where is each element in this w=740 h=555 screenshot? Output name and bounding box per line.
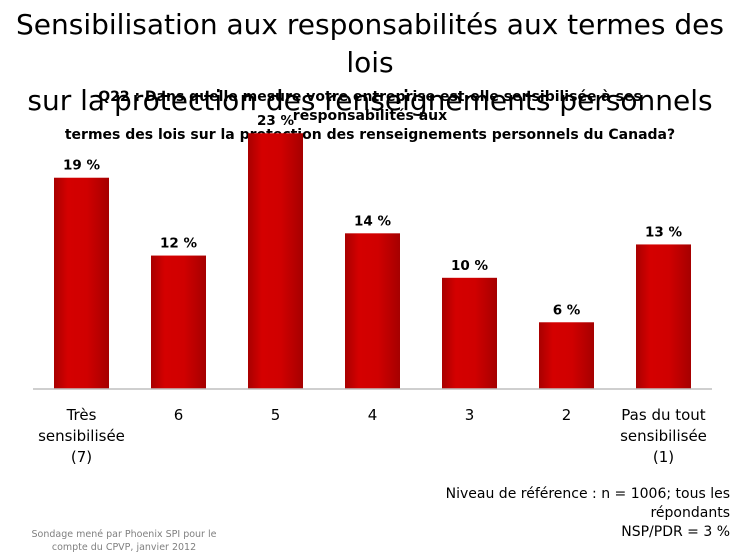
bar xyxy=(636,244,691,389)
data-label: 19 % xyxy=(63,158,100,174)
bar xyxy=(442,277,497,389)
title-line-2: sur la protection des renseignements per… xyxy=(27,84,713,117)
source-line-1: Sondage mené par Phoenix SPI pour le xyxy=(31,529,217,540)
question-text: Q22 : Dans quelle mesure votre entrepris… xyxy=(40,88,700,145)
bar xyxy=(539,322,594,389)
reference-note: Niveau de référence : n = 1006; tous les… xyxy=(400,485,730,542)
category-label: 4 xyxy=(368,406,378,424)
data-label: 23 % xyxy=(257,113,294,129)
reference-line-2: répondants xyxy=(650,505,730,521)
category-label: (7) xyxy=(71,448,92,466)
reference-line-3: NSP/PDR = 3 % xyxy=(621,524,730,540)
category-label: sensibilisée xyxy=(38,427,125,445)
data-label: 13 % xyxy=(645,224,682,240)
data-label: 12 % xyxy=(160,236,197,252)
category-label: 3 xyxy=(465,406,475,424)
data-label: 6 % xyxy=(553,302,581,318)
question-line-1: Q22 : Dans quelle mesure votre entrepris… xyxy=(98,89,642,124)
chart-title: Sensibilisation aux responsabilités aux … xyxy=(0,6,740,120)
category-label: 2 xyxy=(562,406,572,424)
source-note: Sondage mené par Phoenix SPI pour le com… xyxy=(24,528,224,554)
category-label: Très xyxy=(66,406,97,424)
bar xyxy=(54,177,109,389)
bar xyxy=(248,133,303,389)
source-line-2: compte du CPVP, janvier 2012 xyxy=(51,542,197,553)
question-line-2: termes des lois sur la protection des re… xyxy=(64,127,676,143)
title-line-1: Sensibilisation aux responsabilités aux … xyxy=(16,8,724,79)
data-label: 10 % xyxy=(451,258,488,274)
category-label: (1) xyxy=(653,448,674,466)
bar xyxy=(345,233,400,389)
category-label: sensibilisée xyxy=(620,427,707,445)
reference-line-1: Niveau de référence : n = 1006; tous les xyxy=(445,486,730,502)
category-label: 6 xyxy=(174,406,184,424)
category-label: Pas du tout xyxy=(621,406,706,424)
bar xyxy=(151,255,206,389)
data-label: 14 % xyxy=(354,213,391,229)
category-label: 5 xyxy=(271,406,281,424)
